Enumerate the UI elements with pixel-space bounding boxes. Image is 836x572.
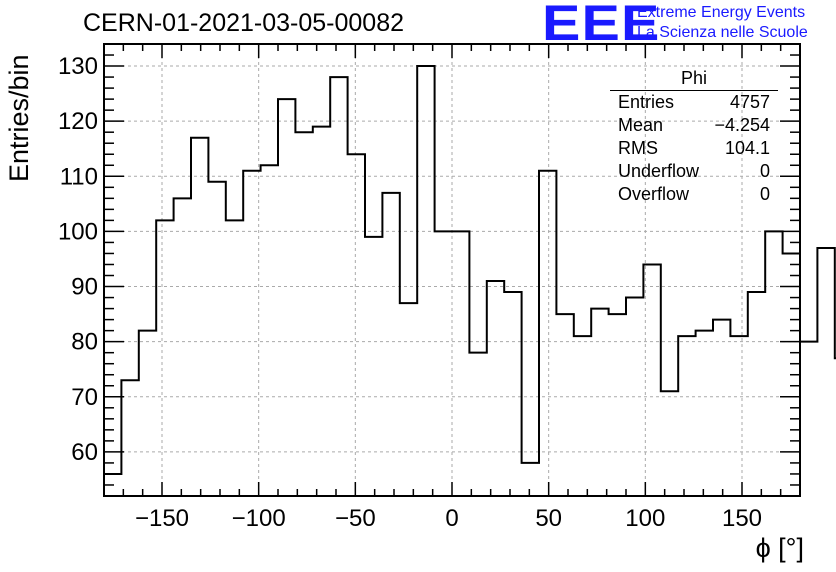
axis-ticks: −150 −100 −50 0 50 100 150 60 70 80 90 100 110 120 130	[58, 43, 801, 532]
y-tick-label: 60	[71, 439, 98, 466]
stats-value: 4757	[729, 92, 770, 112]
logo-line-2: La Scienza nelle Scuole	[637, 24, 808, 41]
stats-label: Entries	[618, 92, 675, 112]
stats-value: −4.254	[714, 115, 770, 135]
y-tick-label: 120	[58, 108, 98, 135]
histogram-outline	[103, 65, 836, 496]
x-tick-label: 0	[445, 505, 458, 532]
stats-row-underflow: Underflow 0	[610, 160, 778, 183]
x-tick-label: 50	[535, 505, 562, 532]
stats-value: 0	[759, 161, 770, 181]
x-tick-label: 150	[722, 505, 762, 532]
stats-value: 104.1	[724, 138, 770, 158]
stats-label: Mean	[618, 115, 664, 135]
x-tick-label: −50	[335, 505, 376, 532]
y-tick-label: 100	[58, 218, 98, 245]
stats-row-rms: RMS 104.1	[610, 137, 778, 160]
y-tick-label: 90	[71, 274, 98, 301]
stats-label: Underflow	[618, 161, 700, 181]
x-tick-label: −150	[135, 505, 189, 532]
y-tick-label: 130	[58, 53, 98, 80]
x-tick-label: 100	[625, 505, 665, 532]
y-axis-label: Entries/bin	[4, 54, 34, 182]
x-tick-label: −100	[232, 505, 286, 532]
stats-row-overflow: Overflow 0	[610, 183, 778, 206]
x-axis-label: ϕ [°]	[755, 533, 804, 563]
run-title: CERN-01-2021-03-05-00082	[83, 9, 405, 37]
stats-value: 0	[759, 184, 770, 204]
y-tick-label: 110	[60, 163, 98, 190]
stats-label: Overflow	[618, 184, 690, 204]
stats-title: Phi	[610, 66, 778, 91]
logo-line-1: Extreme Energy Events	[637, 4, 806, 21]
y-tick-label: 70	[71, 384, 98, 411]
y-tick-label: 80	[71, 329, 98, 356]
stats-box: Phi Entries 4757 Mean −4.254 RMS 104.1 U…	[610, 66, 778, 206]
histogram-bins	[103, 65, 836, 496]
eee-logo: EEE	[542, 0, 661, 51]
stats-row-mean: Mean −4.254	[610, 114, 778, 137]
stats-row-entries: Entries 4757	[610, 91, 778, 114]
stats-label: RMS	[618, 138, 658, 158]
